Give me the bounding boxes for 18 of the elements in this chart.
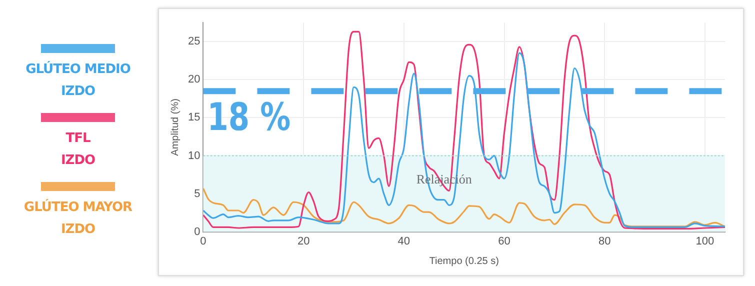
ref-line-label: 18 % bbox=[207, 96, 291, 140]
x-tick-label: 20 bbox=[297, 235, 310, 248]
y-tick-label: 25 bbox=[188, 36, 200, 48]
text: TFL IZDO bbox=[60, 130, 96, 170]
x-tick-label: 100 bbox=[696, 235, 714, 248]
y-tick-label: 0 bbox=[194, 226, 200, 238]
x-tick-label: 60 bbox=[498, 235, 510, 248]
x-tick-label: 80 bbox=[598, 235, 611, 248]
x-axis-title: Tiempo (0.25 s) bbox=[429, 256, 499, 267]
text: GLÚTEO MAYOR IZDO bbox=[24, 198, 132, 239]
x-tick-label: 40 bbox=[398, 235, 410, 248]
y-tick-label: 5 bbox=[194, 188, 200, 200]
line-series bbox=[203, 188, 725, 228]
y-tick-label: 20 bbox=[188, 74, 200, 86]
y-tick-label: 15 bbox=[188, 112, 200, 124]
y-axis-title: Amplitud (%) bbox=[170, 98, 181, 156]
text: GLÚTEO MEDIO IZDO bbox=[26, 60, 130, 101]
y-tick-label: 10 bbox=[188, 150, 200, 162]
